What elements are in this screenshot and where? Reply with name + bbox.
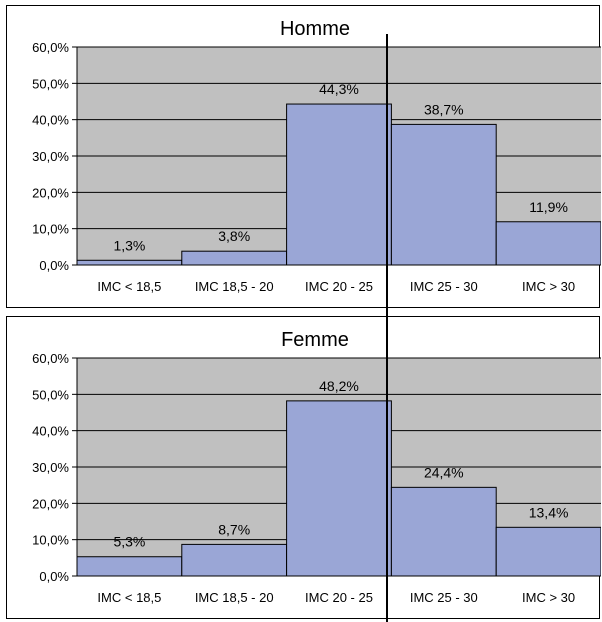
chart-title: Femme bbox=[281, 329, 349, 351]
x-tick-label: IMC < 18,5 bbox=[97, 590, 161, 605]
chart-femme-svg: Femme 0,0% 10,0% 20,0% 30,0% 40,0% 50,0% 60,0% 5… bbox=[32, 329, 601, 605]
data-label: 11,9% bbox=[529, 199, 568, 215]
y-tick-label: 20,0% bbox=[32, 496, 69, 511]
bar bbox=[390, 486, 497, 577]
y-tick-label: 20,0% bbox=[32, 185, 69, 200]
y-tick-label: 40,0% bbox=[32, 113, 69, 128]
data-label: 38,7% bbox=[424, 101, 464, 117]
bar bbox=[495, 221, 601, 266]
bar bbox=[286, 400, 392, 577]
data-label: 3,8% bbox=[218, 228, 250, 244]
y-tick-label: 40,0% bbox=[32, 424, 69, 439]
data-label: 44,3% bbox=[319, 81, 359, 97]
bar bbox=[286, 103, 392, 266]
x-tick-label: IMC 20 - 25 bbox=[305, 590, 373, 605]
y-tick-label: 30,0% bbox=[32, 149, 69, 164]
x-tick-label: IMC 18,5 - 20 bbox=[195, 590, 274, 605]
x-tick-label: IMC > 30 bbox=[522, 590, 575, 605]
y-tick-label: 30,0% bbox=[32, 460, 69, 475]
bar bbox=[181, 543, 288, 577]
y-tick-label: 0,0% bbox=[39, 569, 69, 584]
x-tick-label: IMC 25 - 30 bbox=[410, 590, 478, 605]
chart-title: Homme bbox=[280, 18, 350, 40]
data-label: 24,4% bbox=[424, 464, 464, 480]
data-label: 8,7% bbox=[218, 521, 250, 537]
y-tick-label: 0,0% bbox=[39, 258, 69, 273]
data-label: 48,2% bbox=[319, 378, 359, 394]
y-tick-label: 10,0% bbox=[32, 533, 69, 548]
y-tick-label: 60,0% bbox=[32, 351, 69, 366]
bar bbox=[76, 259, 183, 266]
x-tick-label: IMC 25 - 30 bbox=[410, 279, 478, 294]
bar bbox=[390, 123, 497, 266]
x-tick-label: IMC 20 - 25 bbox=[305, 279, 373, 294]
chart-homme: Homme 0,0% 10,0% 20,0% 30,0% 40,0% 50,0% 60,0% 1… bbox=[6, 5, 601, 308]
y-tick-label: 50,0% bbox=[32, 76, 69, 91]
y-tick-label: 60,0% bbox=[32, 40, 69, 55]
y-tick-label: 10,0% bbox=[32, 222, 69, 237]
x-tick-label: IMC 18,5 - 20 bbox=[195, 279, 274, 294]
y-tick-label: 50,0% bbox=[32, 387, 69, 402]
data-label: 5,3% bbox=[113, 534, 145, 550]
data-label: 13,4% bbox=[529, 504, 569, 520]
bar bbox=[76, 556, 183, 577]
bar bbox=[495, 526, 601, 577]
x-tick-label: IMC > 30 bbox=[522, 279, 575, 294]
data-label: 1,3% bbox=[113, 237, 145, 253]
chart-homme-svg: Homme 0,0% 10,0% 20,0% 30,0% 40,0% 50,0% 60,0% 1… bbox=[32, 18, 601, 294]
x-tick-label: IMC < 18,5 bbox=[97, 279, 161, 294]
bar bbox=[181, 250, 288, 266]
chart-femme: Femme 0,0% 10,0% 20,0% 30,0% 40,0% 50,0% 60,0% 5… bbox=[6, 316, 601, 619]
